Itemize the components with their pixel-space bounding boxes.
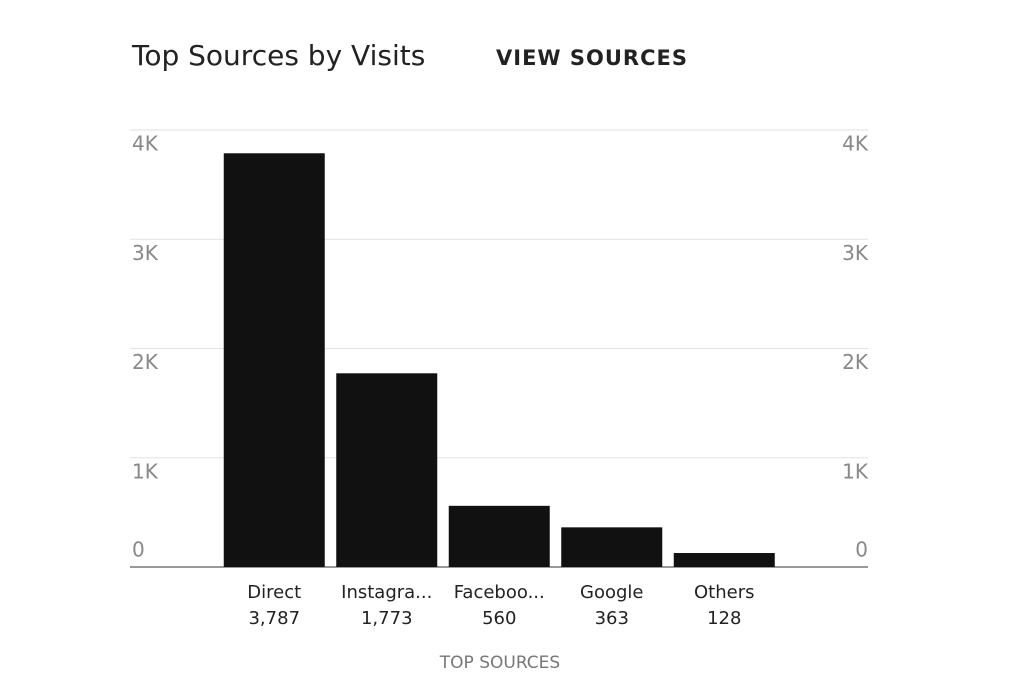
bar (336, 373, 438, 567)
bar (673, 553, 775, 567)
bar (223, 153, 325, 567)
chart-title: Top Sources by Visits (131, 39, 425, 72)
y2-tick-label: 4K (842, 132, 869, 156)
value-label: 560 (482, 608, 516, 629)
x-tick-label: Google (580, 582, 643, 603)
y2-tick-label: 1K (842, 459, 869, 483)
y2-tick-label: 0 (855, 538, 868, 562)
bar (448, 505, 550, 567)
y2-tick-label: 2K (842, 350, 869, 374)
value-label: 363 (595, 608, 629, 629)
y-tick-label: 3K (132, 241, 159, 265)
value-label: 128 (707, 608, 741, 629)
y2-tick-label: 3K (842, 241, 869, 265)
y-tick-label: 0 (132, 538, 145, 562)
view-sources-link[interactable]: VIEW SOURCES (496, 46, 688, 70)
value-label: 1,773 (361, 608, 413, 629)
x-axis-title: TOP SOURCES (439, 653, 560, 673)
y-tick-label: 1K (132, 459, 159, 483)
x-tick-label: Faceboo... (454, 582, 545, 603)
y-tick-label: 4K (132, 132, 159, 156)
x-tick-label: Direct (247, 582, 301, 603)
x-tick-label: Instagra... (341, 582, 432, 603)
x-tick-label: Others (694, 582, 755, 603)
bar (561, 527, 663, 567)
y-tick-label: 2K (132, 350, 159, 374)
value-label: 3,787 (248, 608, 300, 629)
